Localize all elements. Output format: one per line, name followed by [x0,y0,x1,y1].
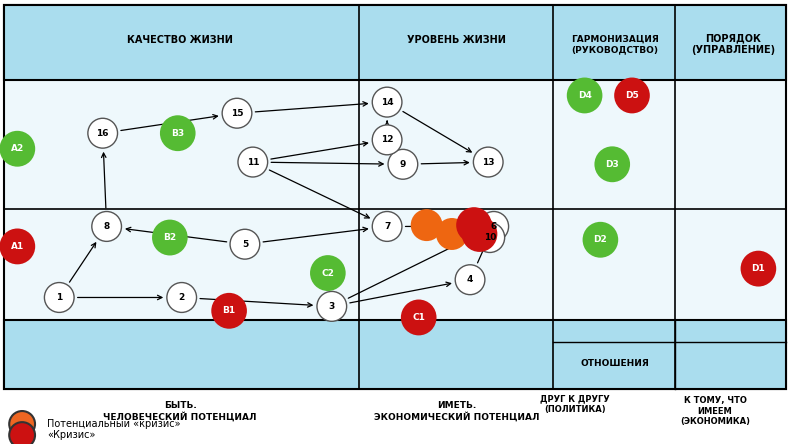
Text: 16: 16 [96,129,109,138]
Ellipse shape [473,147,503,177]
Text: УРОВЕНЬ ЖИЗНИ: УРОВЕНЬ ЖИЗНИ [407,35,506,45]
Text: D2: D2 [593,235,608,244]
Text: К ТОМУ, ЧТО
ИМЕЕМ
(ЭКОНОМИКА): К ТОМУ, ЧТО ИМЕЕМ (ЭКОНОМИКА) [680,396,750,426]
Ellipse shape [311,256,344,290]
Text: D4: D4 [577,91,592,100]
Text: 4: 4 [467,275,473,284]
Text: ОТНОШЕНИЯ: ОТНОШЕНИЯ [580,359,649,368]
Ellipse shape [238,147,268,177]
Ellipse shape [44,282,74,313]
Ellipse shape [9,411,35,437]
Ellipse shape [372,87,402,117]
Text: B2: B2 [164,233,176,242]
Ellipse shape [437,219,467,249]
Text: ДРУГ К ДРУГУ
(ПОЛИТИКА): ДРУГ К ДРУГУ (ПОЛИТИКА) [540,394,610,414]
Text: C2: C2 [322,269,334,278]
Text: БЫТЬ.
ЧЕЛОВЕЧЕСКИЙ ПОТЕНЦИАЛ: БЫТЬ. ЧЕЛОВЕЧЕСКИЙ ПОТЕНЦИАЛ [103,401,257,421]
Text: 7: 7 [384,222,390,231]
Text: D5: D5 [625,91,639,100]
Text: B3: B3 [171,129,184,138]
Ellipse shape [372,125,402,155]
Text: ПОРЯДОК
(УПРАВЛЕНИЕ): ПОРЯДОК (УПРАВЛЕНИЕ) [691,34,775,55]
Text: D3: D3 [605,160,619,169]
Ellipse shape [1,132,34,166]
Text: 10: 10 [483,233,496,242]
Text: Потенциальный «кризис»: Потенциальный «кризис» [47,419,180,429]
Text: 9: 9 [400,160,406,169]
Text: 14: 14 [381,98,393,107]
Ellipse shape [742,252,775,285]
Text: B1: B1 [223,306,235,315]
Ellipse shape [230,229,260,259]
Ellipse shape [213,294,246,328]
Ellipse shape [457,208,491,242]
Text: A1: A1 [11,242,24,251]
Text: КАЧЕСТВО ЖИЗНИ: КАЧЕСТВО ЖИЗНИ [127,35,233,45]
Ellipse shape [475,222,505,253]
Ellipse shape [167,282,197,313]
Text: 12: 12 [381,135,393,144]
Text: 6: 6 [491,222,497,231]
Text: A2: A2 [11,144,24,153]
Ellipse shape [596,147,629,181]
Text: 2: 2 [179,293,185,302]
Text: ИМЕТЬ.
ЭКОНОМИЧЕСКИЙ ПОТЕНЦИАЛ: ИМЕТЬ. ЭКОНОМИЧЕСКИЙ ПОТЕНЦИАЛ [374,401,540,421]
Text: C1: C1 [412,313,425,322]
Ellipse shape [153,221,186,254]
Bar [4,5,786,388]
Text: D1: D1 [751,264,766,273]
Ellipse shape [412,210,442,240]
Text: «Кризис»: «Кризис» [47,430,96,440]
Text: 13: 13 [482,158,495,166]
Ellipse shape [92,211,122,242]
Bar [4,320,786,388]
Text: 15: 15 [231,109,243,118]
Text: 1: 1 [56,293,62,302]
Bar [4,5,786,80]
Ellipse shape [388,149,418,179]
Ellipse shape [584,223,617,257]
Ellipse shape [455,265,485,295]
Ellipse shape [161,116,194,150]
Ellipse shape [615,79,649,112]
Ellipse shape [317,291,347,321]
Ellipse shape [9,422,35,444]
Ellipse shape [463,217,496,251]
Ellipse shape [568,79,601,112]
Ellipse shape [222,98,252,128]
Text: ГАРМОНИЗАЦИЯ
(РУКОВОДСТВО): ГАРМОНИЗАЦИЯ (РУКОВОДСТВО) [570,35,659,54]
Ellipse shape [479,211,509,242]
Text: 8: 8 [103,222,110,231]
Ellipse shape [88,118,118,148]
Ellipse shape [1,230,34,263]
Text: 11: 11 [246,158,259,166]
Ellipse shape [402,301,435,334]
Text: 3: 3 [329,302,335,311]
Ellipse shape [372,211,402,242]
Text: 5: 5 [242,240,248,249]
